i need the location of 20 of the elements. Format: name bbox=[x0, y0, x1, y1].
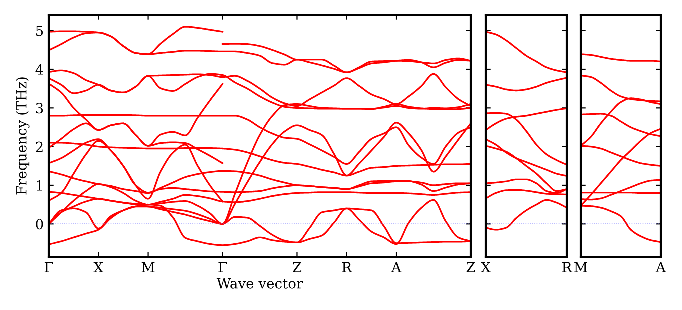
x-tick-label: R bbox=[342, 262, 352, 272]
y-tick-label: 1 bbox=[36, 180, 42, 191]
y-tick-label: 0 bbox=[36, 219, 44, 230]
x-tick-label: A bbox=[656, 262, 666, 272]
x-tick-label: A bbox=[391, 262, 402, 272]
x-tick-label: Γ bbox=[218, 262, 227, 272]
x-tick-label: Z bbox=[293, 262, 302, 272]
x-tick-label: X bbox=[94, 262, 104, 272]
y-tick-label: 4 bbox=[36, 64, 44, 75]
x-tick-label: Z bbox=[466, 262, 476, 272]
x-tick-label: M bbox=[142, 262, 155, 272]
x-tick-label: X bbox=[481, 262, 491, 272]
x-tick-label: M bbox=[574, 262, 588, 272]
x-tick-label: R bbox=[562, 262, 573, 272]
y-axis-title: Frequency (THz) bbox=[16, 78, 30, 195]
y-tick-label: 3 bbox=[36, 103, 44, 114]
y-tick-label: 2 bbox=[36, 142, 43, 152]
x-axis-title: Wave vector bbox=[216, 278, 304, 289]
x-tick-label: Γ bbox=[44, 262, 54, 272]
y-tick-label: 5 bbox=[36, 26, 44, 36]
